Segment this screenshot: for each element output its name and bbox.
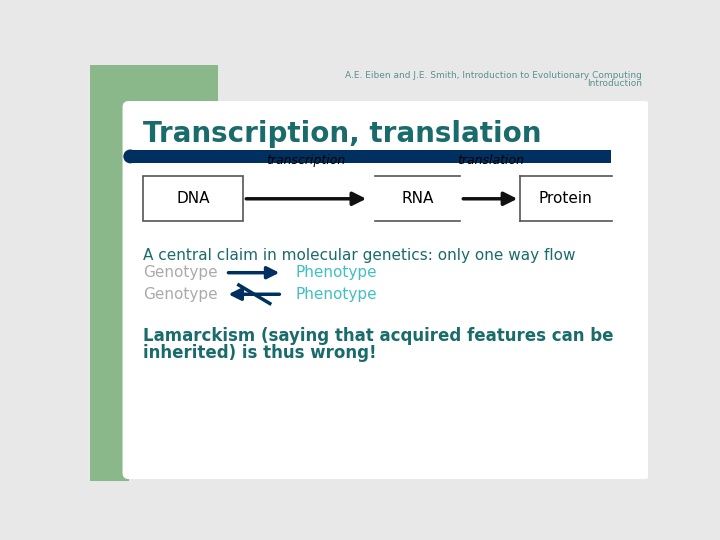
Bar [90, 65, 218, 177]
Text: translation: translation [456, 154, 523, 167]
Text: transcription: transcription [266, 154, 346, 167]
Text: Phenotype: Phenotype [295, 265, 377, 280]
Bar [130, 150, 611, 164]
Text: Genotype: Genotype [143, 287, 217, 302]
Bar [143, 177, 243, 221]
Text: RNA: RNA [402, 191, 434, 206]
Text: A.E. Eiben and J.E. Smith, Introduction to Evolutionary Computing: A.E. Eiben and J.E. Smith, Introduction … [345, 71, 642, 80]
Text: Genotype: Genotype [143, 265, 217, 280]
Text: inherited) is thus wrong!: inherited) is thus wrong! [143, 343, 377, 362]
Text: DNA: DNA [176, 191, 210, 206]
Text: Introduction: Introduction [587, 79, 642, 87]
FancyBboxPatch shape [122, 101, 650, 479]
Text: Lamarckism (saying that acquired features can be: Lamarckism (saying that acquired feature… [143, 327, 613, 345]
Text: A central claim in molecular genetics: only one way flow: A central claim in molecular genetics: o… [143, 248, 575, 263]
Bar [90, 65, 129, 481]
Ellipse shape [123, 150, 138, 164]
Text: Protein: Protein [539, 191, 593, 206]
Text: Transcription, translation: Transcription, translation [143, 120, 541, 148]
Text: Phenotype: Phenotype [295, 287, 377, 302]
